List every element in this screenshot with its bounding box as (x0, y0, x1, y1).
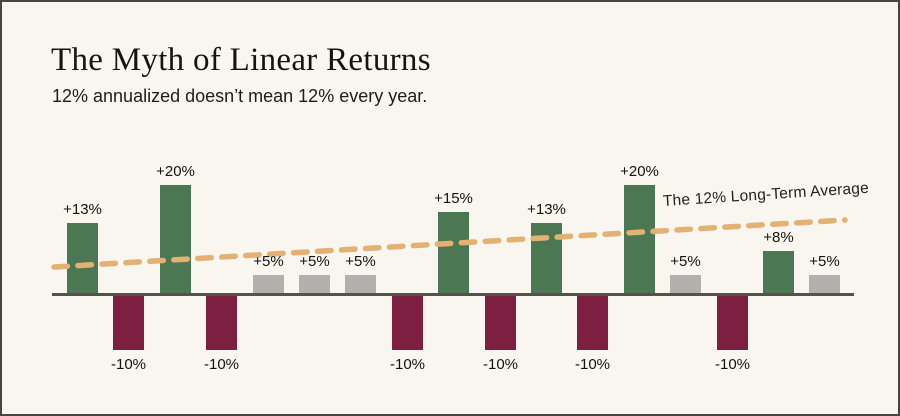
chart-bar (763, 251, 794, 295)
x-axis-line (52, 293, 854, 296)
chart-bar (160, 185, 191, 295)
chart-bar (299, 275, 330, 295)
page-title: The Myth of Linear Returns (51, 42, 431, 78)
chart-bar (206, 295, 237, 350)
page-subtitle: 12% annualized doesn’t mean 12% every ye… (52, 86, 428, 106)
chart-bar (670, 275, 701, 295)
trend-line-label: The 12% Long-Term Average (662, 179, 870, 210)
chart-bar (717, 295, 748, 350)
chart-bar (577, 295, 608, 350)
chart-bar-label: +20% (156, 163, 195, 180)
chart-bar-label: +20% (620, 163, 659, 180)
chart-bar (531, 223, 562, 295)
chart-bar (67, 223, 98, 295)
chart-bar (438, 212, 469, 295)
chart-bar-label: -10% (574, 356, 611, 373)
chart-bar (253, 275, 284, 295)
chart-bar-label: +13% (63, 201, 102, 218)
chart-bar-label: +8% (763, 229, 794, 246)
chart-bar (809, 275, 840, 295)
chart-bar-label: -10% (389, 356, 426, 373)
chart-bar-label: +5% (809, 253, 840, 270)
chart-bar-label: -10% (482, 356, 519, 373)
chart-bar (113, 295, 144, 350)
chart-bar-label: +13% (527, 201, 566, 218)
chart-bar-label: -10% (110, 356, 147, 373)
chart-bar-label: -10% (203, 356, 240, 373)
chart-bar (624, 185, 655, 295)
chart-bar-label: +5% (345, 253, 376, 270)
chart-bar (392, 295, 423, 350)
chart-bar-label: -10% (714, 356, 751, 373)
chart-bar-label: +5% (670, 253, 701, 270)
chart-bar-label: +15% (434, 190, 473, 207)
chart-bar (345, 275, 376, 295)
chart-bar (485, 295, 516, 350)
